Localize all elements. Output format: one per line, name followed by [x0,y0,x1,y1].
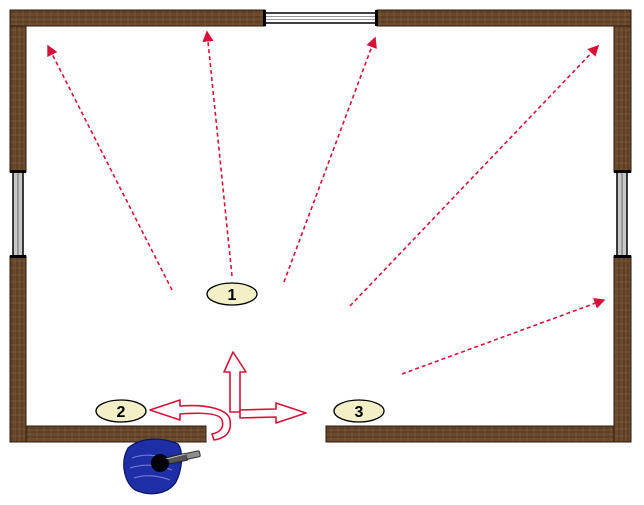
marker-1: 1 [206,282,258,306]
dashed-arrows [47,30,606,375]
arrow-to-top-right-corner [349,44,600,307]
left-window [10,170,26,258]
top-window [263,10,378,26]
arrow-up [223,351,247,413]
right-wall-upper [613,25,632,173]
arrow-left-curve [149,399,232,441]
person-with-flashlight-icon [123,438,201,495]
arrow-to-top-left-corner [47,44,173,291]
walls [9,9,632,443]
left-wall-upper [9,25,27,173]
right-window [614,170,631,258]
arrow-to-right-wall [401,298,606,375]
marker-2: 2 [95,399,147,423]
marker-1-label: 1 [228,287,237,304]
top-wall-right [376,9,632,27]
marker-3-label: 3 [355,404,364,421]
position-markers: 1 2 3 [95,282,385,423]
windows [10,10,631,258]
entry-arrows [149,351,307,441]
arrow-to-top-center-left [202,30,233,277]
bottom-wall-left [25,425,207,443]
marker-2-label: 2 [117,404,126,421]
left-wall-lower [9,255,27,443]
arrow-right [239,402,307,424]
bottom-wall-right [325,425,615,443]
top-wall-left [9,9,266,27]
right-wall-lower [613,255,632,443]
arrow-to-top-window [283,36,377,283]
marker-3: 3 [333,399,385,423]
